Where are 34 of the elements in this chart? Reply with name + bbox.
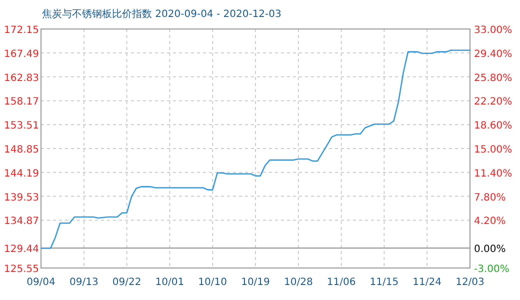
y-tick-label: 153.51 <box>4 120 39 132</box>
y-tick-label: 125.55 <box>4 264 39 275</box>
y2-tick-label: 33.00% <box>474 25 512 36</box>
y2-tick-label: 15.00% <box>474 144 512 156</box>
x-tick-label: 12/03 <box>456 277 484 288</box>
x-tick-label: 09/22 <box>112 277 142 288</box>
x-tick-label: 09/04 <box>26 277 56 288</box>
y2-tick-label: 18.60% <box>474 120 512 132</box>
y2-tick-label: 25.80% <box>474 72 512 84</box>
y-tick-label: 148.85 <box>4 144 39 156</box>
y2-tick-label: 4.20% <box>474 216 506 228</box>
y-tick-label: 172.15 <box>4 25 39 36</box>
x-tick-label: 10/10 <box>198 277 228 288</box>
y2-tick-label: 0.00% <box>474 244 506 256</box>
y-tick-label: 167.49 <box>4 48 39 60</box>
x-tick-label: 11/06 <box>326 277 356 288</box>
y-tick-label: 158.17 <box>4 96 39 108</box>
y2-tick-label: -3.00% <box>474 264 510 275</box>
x-tick-label: 11/15 <box>370 277 399 288</box>
y-tick-label: 144.19 <box>4 168 39 180</box>
x-tick-label: 11/24 <box>412 277 442 288</box>
x-tick-label: 10/19 <box>241 277 270 288</box>
x-tick-label: 09/13 <box>69 277 98 288</box>
y-tick-label: 139.53 <box>4 192 39 204</box>
y2-tick-label: 11.40% <box>474 168 512 180</box>
y2-tick-label: 7.80% <box>474 192 506 204</box>
y-tick-label: 129.44 <box>4 244 39 256</box>
y2-tick-label: 29.40% <box>474 48 512 60</box>
y-tick-label: 162.83 <box>4 72 39 84</box>
x-tick-label: 10/28 <box>284 277 313 288</box>
y2-tick-label: 22.20% <box>474 96 512 108</box>
x-tick-label: 10/01 <box>155 277 184 288</box>
y-tick-label: 134.87 <box>4 216 39 228</box>
chart-title: 焦炭与不锈钢板比价指数 2020-09-04 - 2020-12-03 <box>42 8 282 20</box>
